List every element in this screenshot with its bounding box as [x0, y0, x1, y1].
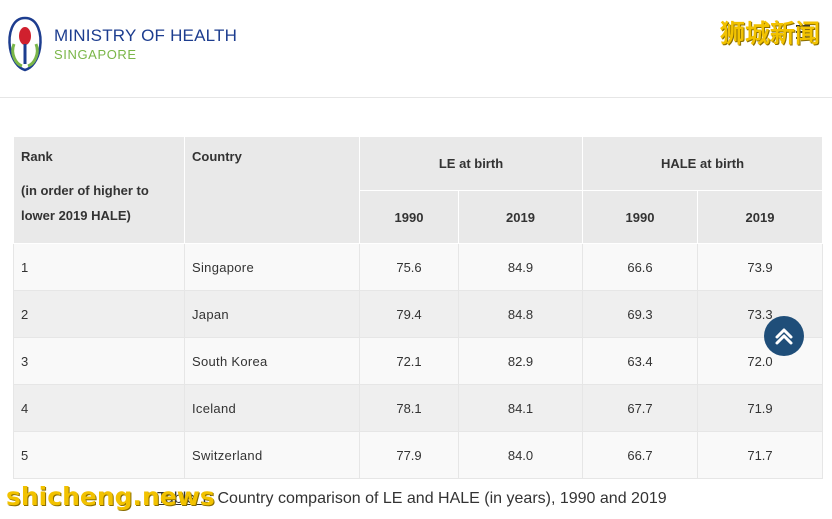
cell-le-2019: 82.9 — [458, 337, 583, 385]
cell-country: South Korea — [184, 337, 360, 385]
table-link[interactable]: Table 1 — [157, 490, 209, 507]
cell-hale-2019: 71.7 — [697, 431, 823, 479]
header-le-1990: 1990 — [359, 190, 459, 244]
cell-hale-1990: 69.3 — [582, 290, 698, 338]
comparison-table: Rank (in order of higher to lower 2019 H… — [13, 136, 823, 479]
table-caption: Table 1: Country comparison of LE and HA… — [157, 490, 667, 508]
chevron-up-icon — [775, 328, 793, 345]
cell-rank: 1 — [13, 243, 185, 291]
table-row: 3 South Korea 72.1 82.9 63.4 72.0 — [13, 337, 823, 385]
cell-le-2019: 84.0 — [458, 431, 583, 479]
table-row: 1 Singapore 75.6 84.9 66.6 73.9 — [13, 243, 823, 291]
cell-country: Japan — [184, 290, 360, 338]
header-le: LE at birth — [359, 136, 583, 191]
cell-hale-2019: 73.3 — [697, 290, 823, 338]
cell-rank: 5 — [13, 431, 185, 479]
cell-le-1990: 78.1 — [359, 384, 459, 432]
cell-hale-2019: 73.9 — [697, 243, 823, 291]
cell-hale-2019: 71.9 — [697, 384, 823, 432]
comparison-table-wrapper: Rank (in order of higher to lower 2019 H… — [13, 136, 823, 479]
header-rank-note: (in order of higher to lower 2019 HALE) — [21, 183, 149, 223]
brand-subtitle: SINGAPORE — [54, 47, 137, 62]
table-row: 2 Japan 79.4 84.8 69.3 73.3 — [13, 290, 823, 338]
cell-le-2019: 84.8 — [458, 290, 583, 338]
header-rank: Rank (in order of higher to lower 2019 H… — [13, 136, 185, 244]
moh-logo-icon[interactable] — [6, 14, 44, 74]
header-rank-label: Rank — [21, 149, 53, 164]
cell-rank: 4 — [13, 384, 185, 432]
watermark-top: 狮城新闻 — [719, 19, 820, 48]
cell-le-1990: 72.1 — [359, 337, 459, 385]
cell-rank: 2 — [13, 290, 185, 338]
cell-le-2019: 84.9 — [458, 243, 583, 291]
cell-hale-2019: 72.0 — [697, 337, 823, 385]
cell-hale-1990: 63.4 — [582, 337, 698, 385]
watermark-bottom: shicheng.news — [6, 482, 215, 511]
cell-le-1990: 75.6 — [359, 243, 459, 291]
header-hale-1990: 1990 — [582, 190, 698, 244]
header-le-2019: 2019 — [458, 190, 583, 244]
cell-country: Singapore — [184, 243, 360, 291]
cell-hale-1990: 66.7 — [582, 431, 698, 479]
cell-le-1990: 79.4 — [359, 290, 459, 338]
brand-title: MINISTRY OF HEALTH — [54, 26, 238, 45]
cell-hale-1990: 66.6 — [582, 243, 698, 291]
header-hale: HALE at birth — [582, 136, 823, 191]
cell-le-1990: 77.9 — [359, 431, 459, 479]
brand[interactable]: MINISTRY OF HEALTH SINGAPORE — [54, 26, 238, 63]
cell-rank: 3 — [13, 337, 185, 385]
table-row: 5 Switzerland 77.9 84.0 66.7 71.7 — [13, 431, 823, 479]
caption-text: : Country comparison of LE and HALE (in … — [208, 490, 667, 507]
header-country: Country — [184, 136, 360, 244]
cell-hale-1990: 67.7 — [582, 384, 698, 432]
cell-le-2019: 84.1 — [458, 384, 583, 432]
header-hale-2019: 2019 — [697, 190, 823, 244]
scroll-to-top-button[interactable] — [764, 316, 804, 356]
site-header: MINISTRY OF HEALTH SINGAPORE 狮城新闻 — [0, 0, 832, 98]
hamburger-menu-icon[interactable] — [796, 25, 810, 41]
table-row: 4 Iceland 78.1 84.1 67.7 71.9 — [13, 384, 823, 432]
cell-country: Switzerland — [184, 431, 360, 479]
cell-country: Iceland — [184, 384, 360, 432]
